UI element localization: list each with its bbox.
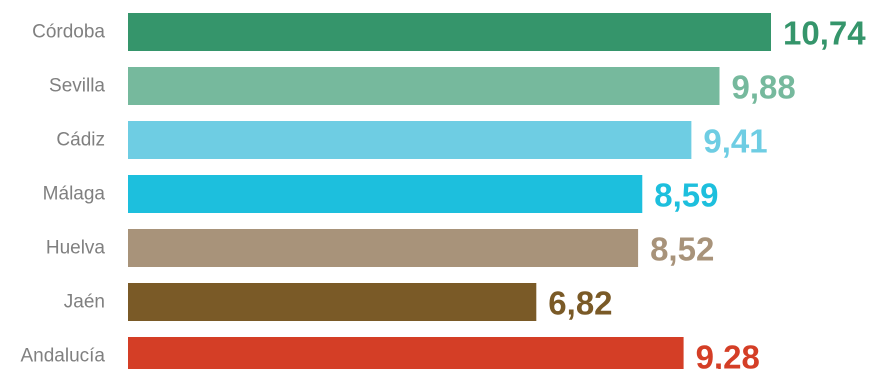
bar-row: Córdoba 10,74 xyxy=(32,13,866,52)
value-label: 10,74 xyxy=(783,15,866,52)
value-label: 9,41 xyxy=(703,123,767,160)
bars-layer: Córdoba 10,74 Sevilla 9,88 Cádiz 9,41 Málaga 8,… xyxy=(20,13,866,369)
category-label: Málaga xyxy=(43,184,106,205)
category-label: Cádiz xyxy=(56,130,105,151)
bar xyxy=(128,175,643,213)
category-label: Jaén xyxy=(64,292,105,313)
category-label: Andalucía xyxy=(20,346,105,367)
bar-row: Sevilla 9,88 xyxy=(49,67,796,106)
bar xyxy=(128,229,639,267)
bar xyxy=(128,13,771,51)
category-label: Huelva xyxy=(46,238,106,259)
bar xyxy=(128,121,692,159)
category-label: Sevilla xyxy=(49,76,105,97)
category-label: Córdoba xyxy=(32,22,105,43)
bar-row: Huelva 8,52 xyxy=(46,229,714,268)
value-label: 6,82 xyxy=(548,285,612,322)
bar xyxy=(128,283,537,321)
bar-row: Málaga 8,59 xyxy=(43,175,719,214)
value-label: 8,59 xyxy=(654,177,718,214)
bar-row: Cádiz 9,41 xyxy=(56,121,768,160)
value-label: 8,52 xyxy=(650,231,714,268)
bar xyxy=(128,337,684,369)
value-label: 9,28 xyxy=(696,339,760,369)
bar-row: Jaén 6,82 xyxy=(64,283,613,322)
value-label: 9,88 xyxy=(732,69,796,106)
bar-row: Andalucía 9,28 xyxy=(20,337,760,369)
bar xyxy=(128,67,720,105)
